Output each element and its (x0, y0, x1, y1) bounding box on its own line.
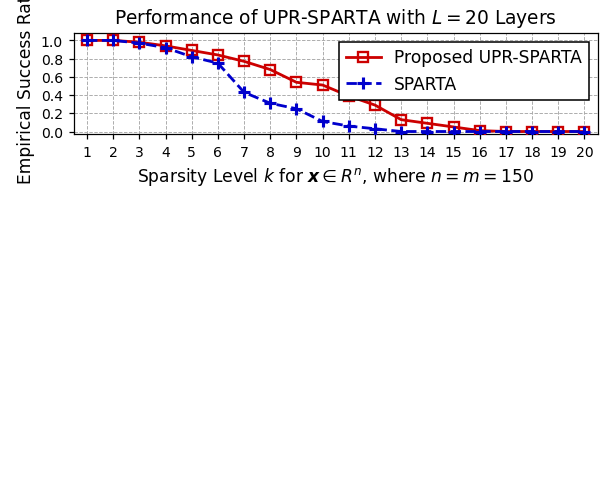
SPARTA (345, 124, 352, 129)
Title: Performance of UPR-SPARTA with $L = 20$ Layers: Performance of UPR-SPARTA with $L = 20$ … (115, 7, 557, 30)
SPARTA (188, 54, 195, 60)
SPARTA (476, 129, 484, 135)
SPARTA (450, 129, 457, 135)
Line: Proposed UPR-SPARTA: Proposed UPR-SPARTA (83, 36, 589, 137)
Proposed UPR-SPARTA (450, 125, 457, 130)
Legend: Proposed UPR-SPARTA, SPARTA: Proposed UPR-SPARTA, SPARTA (339, 42, 589, 101)
SPARTA (397, 129, 405, 135)
Proposed UPR-SPARTA (240, 59, 248, 65)
Proposed UPR-SPARTA (162, 43, 169, 49)
SPARTA (214, 61, 222, 66)
Proposed UPR-SPARTA (502, 129, 509, 135)
Proposed UPR-SPARTA (110, 38, 117, 44)
SPARTA (83, 38, 91, 44)
Proposed UPR-SPARTA (529, 129, 536, 135)
Proposed UPR-SPARTA (293, 80, 300, 86)
SPARTA (424, 129, 431, 135)
SPARTA (554, 129, 562, 135)
Proposed UPR-SPARTA (581, 129, 588, 135)
Proposed UPR-SPARTA (214, 52, 222, 58)
SPARTA (529, 129, 536, 135)
SPARTA (267, 101, 274, 107)
Proposed UPR-SPARTA (267, 67, 274, 73)
Line: SPARTA: SPARTA (81, 35, 591, 138)
SPARTA (110, 38, 117, 44)
SPARTA (371, 127, 379, 132)
Proposed UPR-SPARTA (83, 38, 91, 44)
Proposed UPR-SPARTA (371, 102, 379, 108)
Proposed UPR-SPARTA (476, 128, 484, 134)
Proposed UPR-SPARTA (424, 121, 431, 127)
SPARTA (162, 45, 169, 51)
Proposed UPR-SPARTA (345, 94, 352, 100)
SPARTA (581, 129, 588, 135)
SPARTA (319, 119, 326, 125)
SPARTA (502, 129, 509, 135)
X-axis label: Sparsity Level $k$ for $\boldsymbol{x} \in R^n$, where $n = m = 150$: Sparsity Level $k$ for $\boldsymbol{x} \… (137, 166, 534, 188)
SPARTA (293, 106, 300, 112)
SPARTA (240, 90, 248, 96)
Proposed UPR-SPARTA (188, 48, 195, 54)
Y-axis label: Empirical Success Rate: Empirical Success Rate (17, 0, 34, 184)
Proposed UPR-SPARTA (319, 83, 326, 89)
Proposed UPR-SPARTA (136, 40, 143, 46)
Proposed UPR-SPARTA (554, 129, 562, 135)
Proposed UPR-SPARTA (397, 117, 405, 123)
SPARTA (136, 41, 143, 47)
